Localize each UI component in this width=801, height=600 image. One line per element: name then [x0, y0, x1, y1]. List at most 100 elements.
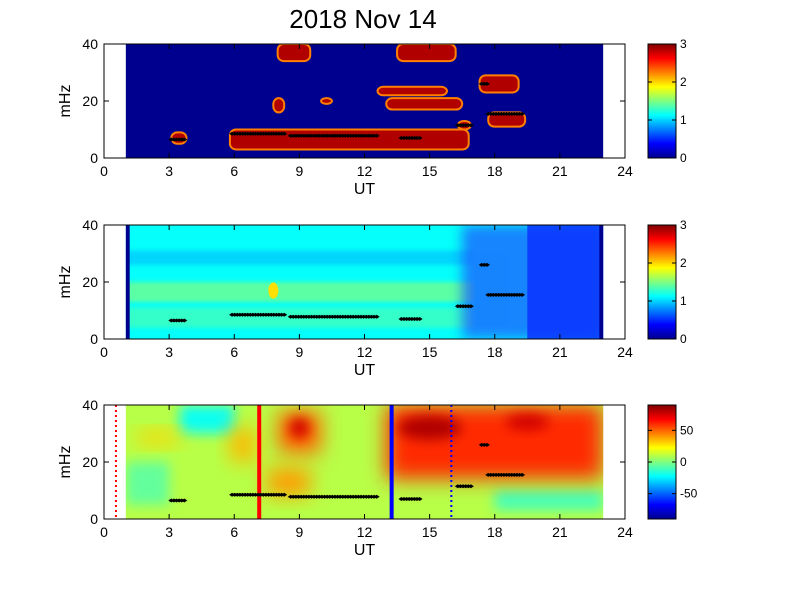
track-marker [281, 312, 288, 317]
track-marker [519, 292, 526, 297]
colorbar [647, 224, 677, 340]
low-power-region [527, 225, 604, 339]
hot-region [229, 427, 256, 462]
track-marker [281, 492, 288, 497]
colorbar-tick-label: 1 [680, 294, 687, 308]
x-tick-label: 9 [295, 524, 303, 540]
x-tick-label: 12 [357, 524, 373, 540]
peak-region [397, 415, 462, 440]
x-tick-label: 3 [165, 524, 173, 540]
x-tick-label: 6 [230, 524, 238, 540]
y-tick-label: 0 [90, 511, 98, 527]
x-tick-label: 18 [487, 344, 503, 360]
x-tick-label: 3 [165, 344, 173, 360]
power-blob [276, 44, 312, 63]
track-marker [416, 497, 423, 502]
x-tick-label: 9 [295, 344, 303, 360]
power-blob [396, 44, 457, 63]
track-marker [483, 262, 490, 267]
track-marker [281, 131, 288, 136]
y-axis-label: mHz [57, 266, 74, 299]
track-marker [373, 494, 380, 499]
edge-strip [125, 225, 130, 339]
x-tick-label: 6 [230, 163, 238, 179]
y-tick-label: 40 [82, 217, 98, 233]
cool-region [125, 462, 170, 505]
frequency-band [125, 282, 474, 302]
x-tick-label: 15 [422, 163, 438, 179]
track-marker [519, 111, 526, 116]
hot-region [136, 430, 180, 445]
x-tick-label: 15 [422, 524, 438, 540]
plot-area [125, 405, 604, 519]
power-blob [376, 85, 448, 97]
y-tick-label: 0 [90, 150, 98, 166]
track-marker [181, 137, 188, 142]
power-blob [320, 97, 333, 105]
y-axis-label: mHz [57, 85, 74, 118]
colorbar-tick-label: 2 [680, 256, 687, 270]
colorbar-tick-label: 2 [680, 75, 687, 89]
colorbar-tick-label: 50 [680, 423, 694, 437]
y-tick-label: 20 [82, 454, 98, 470]
panel-3: 0 3 6 9 12 15 18 21 24 0 20 40 UT mHz 50 0 -50 [57, 397, 698, 559]
x-tick-label: 24 [617, 163, 633, 179]
track-marker [181, 498, 188, 503]
cool-region [179, 405, 235, 434]
colorbar-tick-label: 0 [680, 455, 687, 469]
y-axis-label: mHz [57, 446, 74, 479]
power-blob [228, 128, 470, 151]
x-tick-label: 12 [357, 163, 373, 179]
peak-region [505, 414, 550, 431]
y-tick-label: 0 [90, 331, 98, 347]
colorbar [647, 43, 677, 159]
colorbar-tick-label: 3 [680, 37, 687, 51]
colorbar-tick-label: 3 [680, 218, 687, 232]
x-axis-label: UT [354, 542, 376, 559]
x-axis-label: UT [354, 181, 376, 198]
track-marker [373, 133, 380, 138]
colorbar-tick-label: 0 [680, 151, 687, 165]
x-tick-label: 0 [100, 344, 108, 360]
x-tick-label: 18 [487, 524, 503, 540]
x-tick-label: 24 [617, 524, 633, 540]
track-marker [467, 304, 474, 309]
x-axis-label: UT [354, 362, 376, 379]
hot-spot [268, 282, 279, 299]
power-blob [272, 97, 286, 114]
track-marker [416, 136, 423, 141]
x-tick-label: 18 [487, 163, 503, 179]
figure-title: 2018 Nov 14 [289, 4, 436, 34]
colorbar [647, 404, 677, 520]
colorbar-tick-label: -50 [680, 487, 698, 501]
track-marker [416, 317, 423, 322]
plot-area [125, 225, 604, 339]
x-tick-label: 9 [295, 163, 303, 179]
power-blob [385, 97, 464, 111]
x-tick-label: 12 [357, 344, 373, 360]
track-marker [181, 318, 188, 323]
plot-area [125, 44, 604, 158]
cool-region [494, 490, 604, 511]
x-tick-label: 0 [100, 163, 108, 179]
hot-region [266, 467, 311, 497]
x-tick-label: 6 [230, 344, 238, 360]
track-marker [373, 314, 380, 319]
y-tick-label: 20 [82, 274, 98, 290]
colorbar-tick-label: 1 [680, 113, 687, 127]
track-marker [483, 442, 490, 447]
track-marker [467, 123, 474, 128]
x-tick-label: 24 [617, 344, 633, 360]
track-marker [467, 484, 474, 489]
track-marker [483, 81, 490, 86]
x-tick-label: 21 [552, 524, 568, 540]
y-tick-label: 40 [82, 36, 98, 52]
hot-region [386, 405, 604, 480]
x-tick-label: 21 [552, 344, 568, 360]
x-tick-label: 0 [100, 524, 108, 540]
edge-strip [599, 225, 604, 339]
